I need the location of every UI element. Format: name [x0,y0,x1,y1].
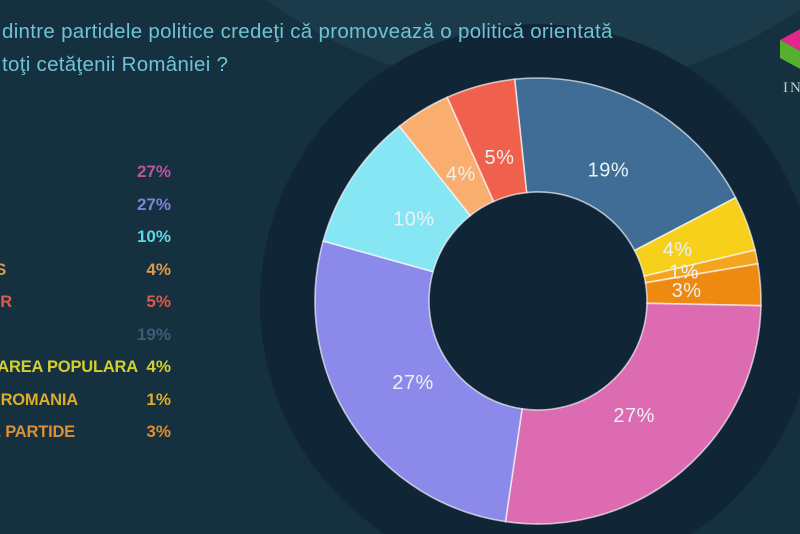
donut-slice [504,302,762,525]
slice-label: 27% [613,405,655,427]
donut-slice [446,78,528,203]
legend-row: 10% [0,225,220,249]
chart-title-line2: toţi cetăţenii României ? [2,53,229,76]
legend-label: ROMANIA [0,390,79,409]
slice-label: 10% [393,209,435,231]
slice-label: 5% [484,147,514,169]
chart-legend: 27% 27% 10% S 4% R 5% 19% CAREA POPULARA 4% ROMANI… [0,0,220,534]
slice-label: 3% [672,280,702,302]
legend-row: 19% [0,323,220,347]
legend-value: 3% [146,422,171,441]
slice-label: 4% [446,164,476,186]
legend-value: 27% [136,194,171,214]
inscop-logo: IN [776,20,800,105]
legend-row: E PARTIDE 3% [0,420,220,444]
chart-title: dintre partidele politice credeţi că pro… [2,15,682,81]
legend-row: R 5% [0,290,220,314]
legend-row: S 4% [0,258,220,282]
legend-value: 10% [136,227,171,246]
donut-slice-labels: 19%4%1%3%27%27%10%4%5% [392,147,701,427]
logo-text: IN [783,80,800,96]
legend-label: S [0,260,6,279]
legend-value: 19% [136,324,171,344]
legend-row: ROMANIA 1% [0,388,220,412]
slice-label: 4% [663,239,693,261]
legend-value: 27% [136,162,171,181]
legend-value: 4% [146,357,171,376]
legend-value: 4% [146,259,171,279]
legend-row: 27% [0,160,220,184]
slice-label: 27% [392,372,434,394]
slice-label: 1% [669,262,699,284]
legend-label: E PARTIDE [0,423,75,441]
donut-slice [314,240,523,523]
legend-row: CAREA POPULARA 4% [0,355,220,379]
chart-title-line1: dintre partidele politice credeţi că pro… [2,20,613,43]
donut-slice [513,77,737,252]
slice-label: 19% [588,160,630,182]
legend-row: 27% [0,193,220,217]
logo-cube-icon [780,29,800,69]
legend-label: R [0,293,12,311]
legend-value: 1% [146,389,171,409]
donut-slices [314,77,762,525]
legend-value: 5% [146,292,171,311]
legend-label: CAREA POPULARA [0,358,138,376]
